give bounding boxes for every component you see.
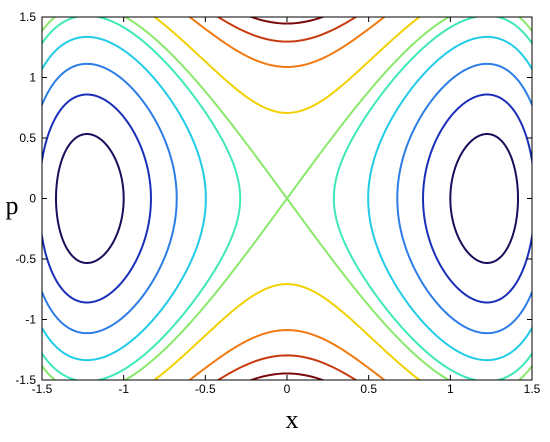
x-tick-label: 0 <box>284 382 291 396</box>
x-tick-label: -0.5 <box>195 382 216 396</box>
y-tick-label: 0 <box>29 192 36 206</box>
y-axis-label: p <box>6 191 19 220</box>
y-tick-label: -0.5 <box>15 252 36 266</box>
y-tick-label: -1 <box>25 313 36 327</box>
x-axis-label: x <box>286 405 299 434</box>
contour-line <box>42 17 532 380</box>
contour-line <box>42 62 532 335</box>
x-tick-label: 0.5 <box>360 382 377 396</box>
contour-line <box>55 133 519 264</box>
y-tick-label: 0.5 <box>19 131 36 145</box>
x-tick-label: 1.5 <box>524 382 541 396</box>
y-tick-label: 1.5 <box>19 10 36 24</box>
x-tick-label: -1.5 <box>32 382 53 396</box>
contour-line <box>42 35 532 362</box>
contour-line <box>42 17 532 380</box>
y-tick-label: 1 <box>29 71 36 85</box>
x-tick-label: -1 <box>118 382 129 396</box>
contour-line <box>42 93 532 304</box>
y-tick-label: -1.5 <box>15 373 36 387</box>
x-tick-label: 1 <box>447 382 454 396</box>
